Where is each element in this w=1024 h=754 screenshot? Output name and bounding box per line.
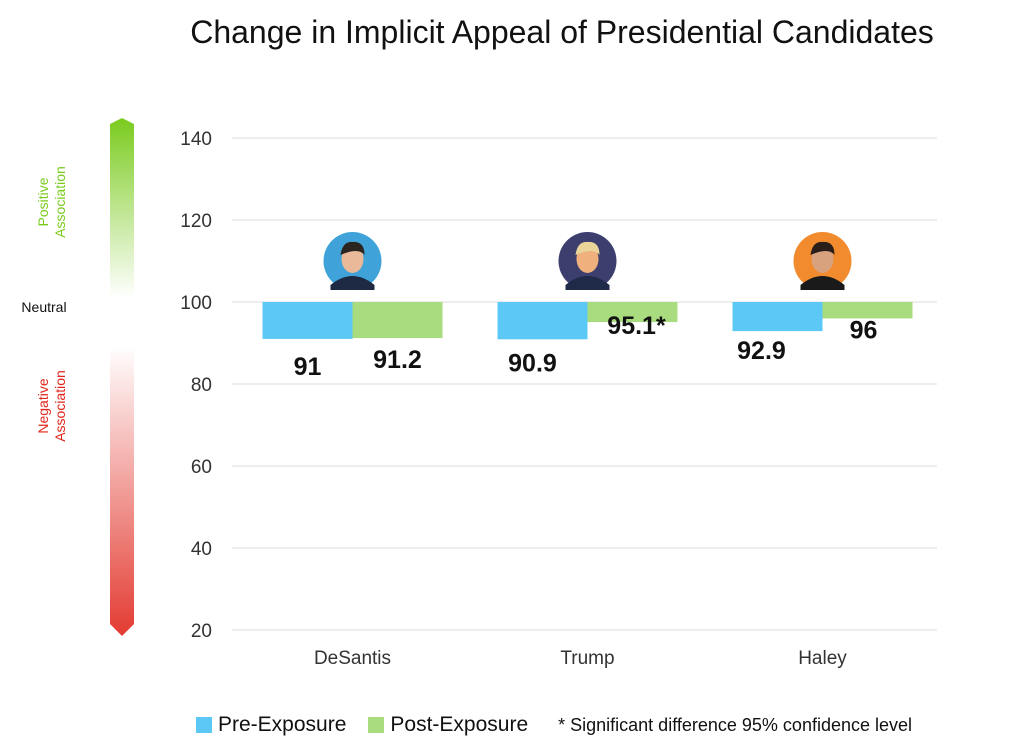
gridlines — [232, 137, 937, 631]
negative-label-line: Association — [52, 370, 68, 442]
negative-label-line: Negative — [35, 378, 51, 433]
value-label-pre-exposure-haley: 92.9 — [737, 337, 786, 365]
value-label-post-exposure-desantis: 91.2 — [373, 346, 422, 374]
value-label-post-exposure-trump: 95.1* — [607, 312, 666, 340]
value-label-post-exposure-haley: 96 — [850, 316, 878, 344]
category-label-desantis: DeSantis — [314, 648, 391, 669]
y-tick-label: 20 — [191, 621, 212, 642]
neutral-label: Neutral — [21, 299, 66, 315]
y-tick-label: 80 — [191, 375, 212, 396]
legend-swatch-post — [368, 717, 385, 733]
positive-arrow — [110, 118, 134, 298]
value-label-pre-exposure-desantis: 91 — [294, 353, 322, 381]
bars — [262, 302, 913, 340]
association-scale: PositiveAssociationNeutralNegativeAssoci… — [21, 118, 134, 636]
bar-pre-exposure-desantis — [262, 302, 353, 339]
legend: Pre-Exposure Post-Exposure * Significant… — [196, 713, 912, 737]
y-axis: 20 40 60 80 100 120 140 — [180, 129, 212, 642]
desantis-avatar — [323, 232, 382, 290]
legend-item-post: Post-Exposure — [368, 713, 528, 737]
negative-association-label: NegativeAssociation — [35, 370, 68, 442]
desantis-avatar-shoulders — [330, 276, 375, 290]
y-tick-label: 60 — [191, 457, 212, 478]
trump-avatar — [558, 232, 617, 290]
bar-pre-exposure-trump — [497, 302, 588, 340]
trump-avatar-hair — [575, 241, 600, 255]
legend-swatch-pre — [196, 717, 212, 733]
chart-title: Change in Implicit Appeal of Presidentia… — [190, 14, 934, 50]
bar-post-exposure-desantis — [352, 302, 443, 339]
y-tick-label: 140 — [180, 129, 212, 150]
trump-avatar-shoulders — [565, 276, 610, 290]
data-labels: 91 91.2 90.9 95.1* 92.9 96 — [294, 312, 878, 381]
bar-post-exposure-trump — [587, 302, 678, 323]
y-tick-label: 40 — [191, 539, 212, 560]
desantis-avatar-hair — [340, 241, 365, 255]
significance-note: * Significant difference 95% confidence … — [558, 714, 913, 735]
legend-label-pre: Pre-Exposure — [218, 713, 347, 736]
value-label-pre-exposure-trump: 90.9 — [508, 349, 557, 377]
bar-pre-exposure-haley — [732, 302, 823, 332]
negative-arrow — [110, 346, 134, 636]
positive-association-label: PositiveAssociation — [35, 166, 68, 238]
y-tick-label: 120 — [180, 211, 212, 232]
haley-avatar-hair — [810, 241, 835, 255]
category-label-trump: Trump — [560, 648, 614, 669]
avatars — [323, 232, 852, 290]
bar-post-exposure-haley — [822, 302, 913, 319]
x-axis: DeSantis Trump Haley — [314, 648, 847, 669]
legend-label-post: Post-Exposure — [390, 713, 529, 736]
positive-label-line: Association — [52, 166, 68, 238]
haley-avatar-shoulders — [800, 276, 845, 290]
positive-label-line: Positive — [35, 177, 51, 226]
y-tick-label: 100 — [180, 293, 212, 314]
haley-avatar — [793, 232, 852, 290]
legend-item-pre: Pre-Exposure — [196, 713, 346, 737]
category-label-haley: Haley — [798, 648, 847, 669]
